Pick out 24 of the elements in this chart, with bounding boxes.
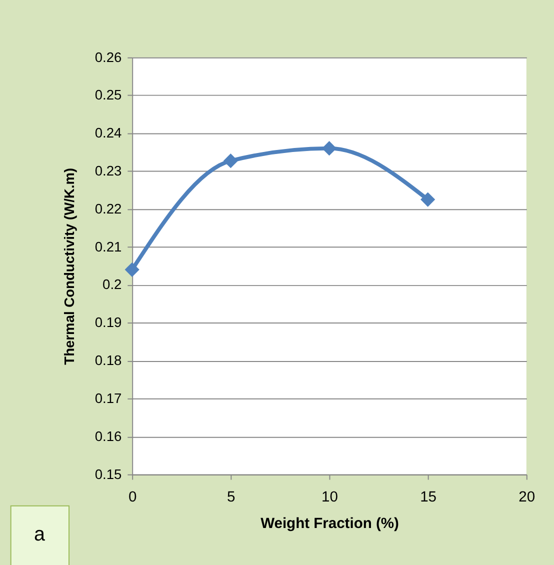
y-tick-label: 0.22	[94, 201, 122, 216]
y-tick-label: 0.2	[102, 277, 122, 292]
y-tick-label: 0.19	[94, 315, 122, 330]
y-tick-label: 0.26	[94, 50, 122, 65]
y-tick-label: 0.24	[94, 126, 122, 141]
text: a	[34, 523, 45, 546]
x-tick-label: 5	[227, 489, 236, 506]
y-tick-label: 0.23	[94, 164, 122, 179]
y-axis-title: Thermal Conductivity (W/K.m)	[62, 168, 78, 365]
point	[223, 154, 238, 168]
point	[420, 192, 436, 207]
x-tick-label: 20	[518, 489, 536, 506]
y-tick-label: 0.15	[94, 466, 122, 482]
point	[322, 141, 337, 156]
x-tick-label: 0	[128, 489, 137, 506]
y-tick-label: 0.18	[94, 353, 122, 368]
x-tick-label: 10	[322, 489, 338, 506]
y-tick-label: 0.25	[94, 88, 122, 103]
y-tick-label: 0.17	[94, 390, 122, 406]
point	[124, 262, 140, 277]
x-axis-title: Weight Fraction (%)	[260, 516, 399, 532]
y-tick-label: 0.21	[94, 239, 122, 254]
x-tick-label: 15	[420, 489, 437, 506]
y-tick-label: 0.16	[94, 428, 122, 444]
